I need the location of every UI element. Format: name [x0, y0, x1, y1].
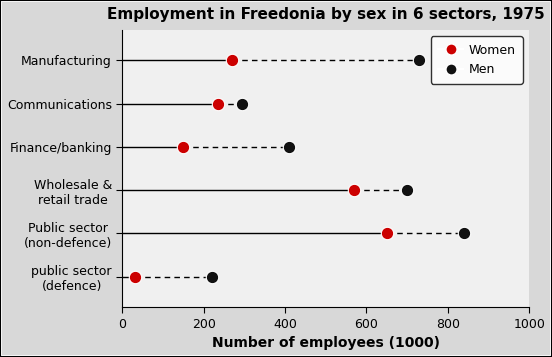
X-axis label: Number of employees (1000): Number of employees (1000) — [212, 336, 440, 350]
Point — [179, 144, 188, 150]
Point — [350, 187, 359, 193]
Point — [228, 57, 237, 63]
Point — [208, 274, 216, 280]
Point — [214, 101, 222, 106]
Point — [383, 231, 391, 236]
Point — [415, 57, 424, 63]
Point — [402, 187, 411, 193]
Title: Employment in Freedonia by sex in 6 sectors, 1975: Employment in Freedonia by sex in 6 sect… — [107, 7, 545, 22]
Point — [460, 231, 469, 236]
Point — [238, 101, 247, 106]
Point — [285, 144, 294, 150]
Legend: Women, Men: Women, Men — [431, 36, 523, 84]
Point — [130, 274, 139, 280]
